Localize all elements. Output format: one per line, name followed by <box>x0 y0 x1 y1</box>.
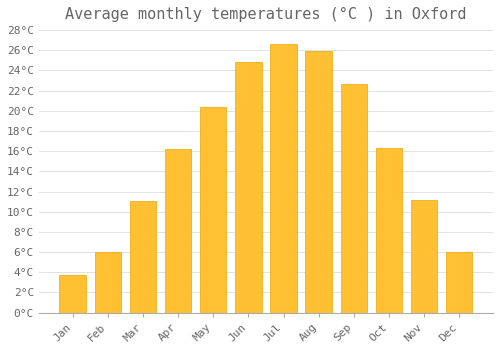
Bar <box>270 44 296 313</box>
Bar <box>411 199 438 313</box>
Bar <box>446 252 472 313</box>
Bar <box>60 275 86 313</box>
Title: Average monthly temperatures (°C ) in Oxford: Average monthly temperatures (°C ) in Ox… <box>65 7 466 22</box>
Bar <box>340 84 367 313</box>
Bar <box>94 252 121 313</box>
Bar <box>130 201 156 313</box>
Bar <box>235 62 262 313</box>
Bar <box>306 51 332 313</box>
Bar <box>200 107 226 313</box>
Bar <box>376 148 402 313</box>
Bar <box>165 149 191 313</box>
